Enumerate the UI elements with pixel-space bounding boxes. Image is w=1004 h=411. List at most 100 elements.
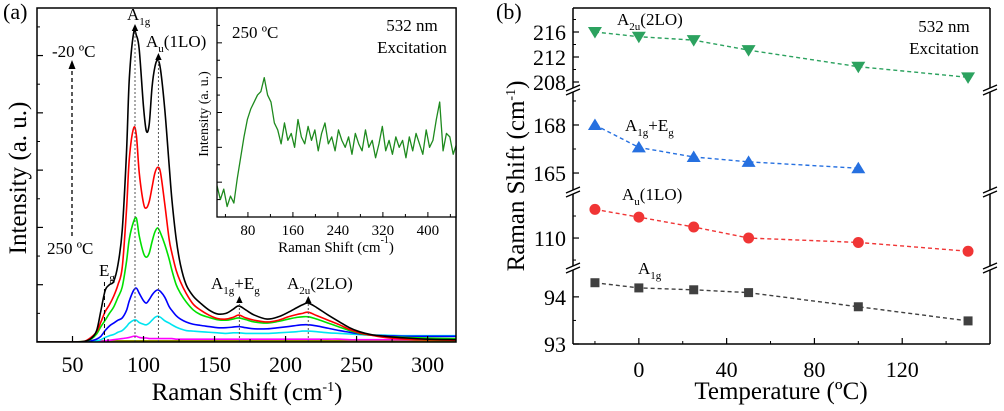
series-label-part: A: [622, 185, 635, 204]
series-label-part: (1LO): [640, 185, 682, 204]
spectra-curves: [37, 29, 456, 342]
spectrum-line-6: [37, 340, 456, 342]
data-point-triangle-up: [741, 155, 756, 167]
peak-label-part: E: [99, 261, 109, 280]
peak-arrowhead-icon: [155, 53, 162, 60]
x-axis-title-part: Raman Shift (cm: [152, 379, 323, 406]
inset-x-tick-label: 400: [417, 223, 440, 239]
series-Au(1LO): Au(1LO): [589, 185, 974, 257]
data-point-circle: [633, 211, 645, 223]
peak-label-part: A: [146, 32, 159, 51]
peak-arrowhead-icon: [236, 296, 243, 303]
inset-x-axis-title: Raman Shift (cm-1): [278, 235, 394, 256]
series-label-part: 1g: [650, 270, 662, 282]
data-point-circle: [589, 203, 601, 215]
peak-label-part: A: [211, 274, 224, 293]
x-tick-label: 40: [716, 357, 738, 382]
series-label: A1g: [638, 259, 662, 282]
peak-arrowhead-icon: [131, 24, 139, 31]
inset-excitation-wavelength: 532 nm: [386, 16, 437, 35]
data-point-triangle-down: [587, 27, 602, 39]
peak-label-part: g: [254, 285, 260, 297]
data-point-triangle-up: [631, 140, 646, 153]
series-dashed-line: [594, 31, 969, 79]
axis-break-mark-icon: [565, 88, 581, 96]
peak-label: Eg: [99, 261, 115, 284]
y-axis-title-part: ): [503, 81, 530, 89]
data-point-triangle-up: [851, 161, 866, 174]
peak-label-part: (2LO): [310, 274, 352, 293]
peak-label-part: (1LO): [164, 32, 206, 51]
data-point-triangle-down: [851, 61, 866, 74]
peak-label-part: 2u: [299, 285, 311, 297]
axis-break-mark-icon: [982, 266, 998, 274]
series-label: A1g+Eg: [625, 116, 674, 139]
peak-label-part: g: [109, 272, 115, 284]
axis-break-mark-icon: [982, 186, 998, 194]
y-tick-label: 208: [533, 70, 566, 95]
axis-break-mark-icon: [565, 186, 581, 194]
peak-label-part: +E: [234, 274, 254, 293]
x-tick-label: 100: [127, 352, 160, 377]
y-tick-label: 216: [533, 20, 566, 45]
data-point-circle: [852, 236, 864, 248]
data-point-square: [590, 278, 600, 288]
inset-background: [217, 8, 456, 217]
x-tick-label: 300: [411, 352, 444, 377]
axis-break-mark-icon: [982, 190, 998, 198]
data-point-triangle-up: [686, 150, 701, 163]
x-axis-title: Temperature (ºC): [694, 378, 867, 405]
series-dashed-line: [594, 208, 969, 252]
series-label-part: (2LO): [640, 10, 682, 29]
data-point-triangle-down: [631, 31, 646, 44]
series-dashed-line: [594, 124, 859, 169]
y-axis-title-part: -1: [504, 89, 519, 101]
series-label-part: u: [634, 196, 640, 208]
series-label-part: 2u: [629, 21, 641, 33]
peak-arrowhead-icon: [305, 296, 312, 303]
spectrum-line-2: [37, 216, 456, 342]
peak-label: A1g+Eg: [211, 274, 260, 297]
data-point-square: [744, 288, 754, 298]
data-point-circle: [743, 232, 755, 244]
x-tick-label: 150: [198, 352, 231, 377]
peak-label-part: A: [127, 5, 140, 24]
spectrum-line-5: [37, 335, 456, 342]
peak-label-part: A: [287, 274, 300, 293]
x-tick-label: 200: [269, 352, 302, 377]
axis-break-mark-icon: [982, 84, 998, 92]
axis-break-mark-icon: [565, 266, 581, 274]
series-label: Au(1LO): [622, 185, 682, 208]
inset-x-tick-label: 240: [327, 223, 350, 239]
series-label-part: g: [668, 127, 674, 139]
y-tick-label: 165: [533, 161, 566, 186]
series-label-part: A: [638, 259, 651, 278]
series-label-part: +E: [648, 116, 668, 135]
inset-x-tick-label: 320: [372, 223, 395, 239]
data-point-square: [689, 285, 699, 295]
y-axis-title: Intensity (a. u.): [5, 102, 32, 255]
series-label-part: A: [617, 10, 630, 29]
axis-break-mark-icon: [565, 262, 581, 270]
y-tick-label: 168: [533, 113, 566, 138]
series-A2u(2LO): A2u(2LO): [587, 10, 976, 84]
axis-break-mark-icon: [565, 190, 581, 198]
peak-label: A2u(2LO): [287, 274, 353, 297]
inset-plot: 80 160 240 320 400 Raman Shift (cm-1) Intensit…: [197, 7, 457, 256]
excitation-label: Excitation: [909, 39, 979, 58]
peak-label-part: u: [158, 43, 164, 55]
excitation-wavelength: 532 nm: [918, 17, 969, 36]
axis-break-mark-icon: [565, 84, 581, 92]
x-axis-title-part: -1: [322, 380, 334, 395]
x-tick-label: 250: [340, 352, 373, 377]
data-point-triangle-down: [686, 35, 701, 47]
data-point-square: [634, 283, 644, 293]
inset-x-tick-label: 160: [282, 223, 305, 239]
data-point-triangle-up: [587, 118, 602, 130]
x-axis-title-part: ): [334, 379, 342, 406]
temperature-arrow-head-icon: [68, 60, 76, 69]
x-tick-label: 80: [803, 357, 825, 382]
inset-x-axis-title-part: cm: [362, 240, 381, 256]
